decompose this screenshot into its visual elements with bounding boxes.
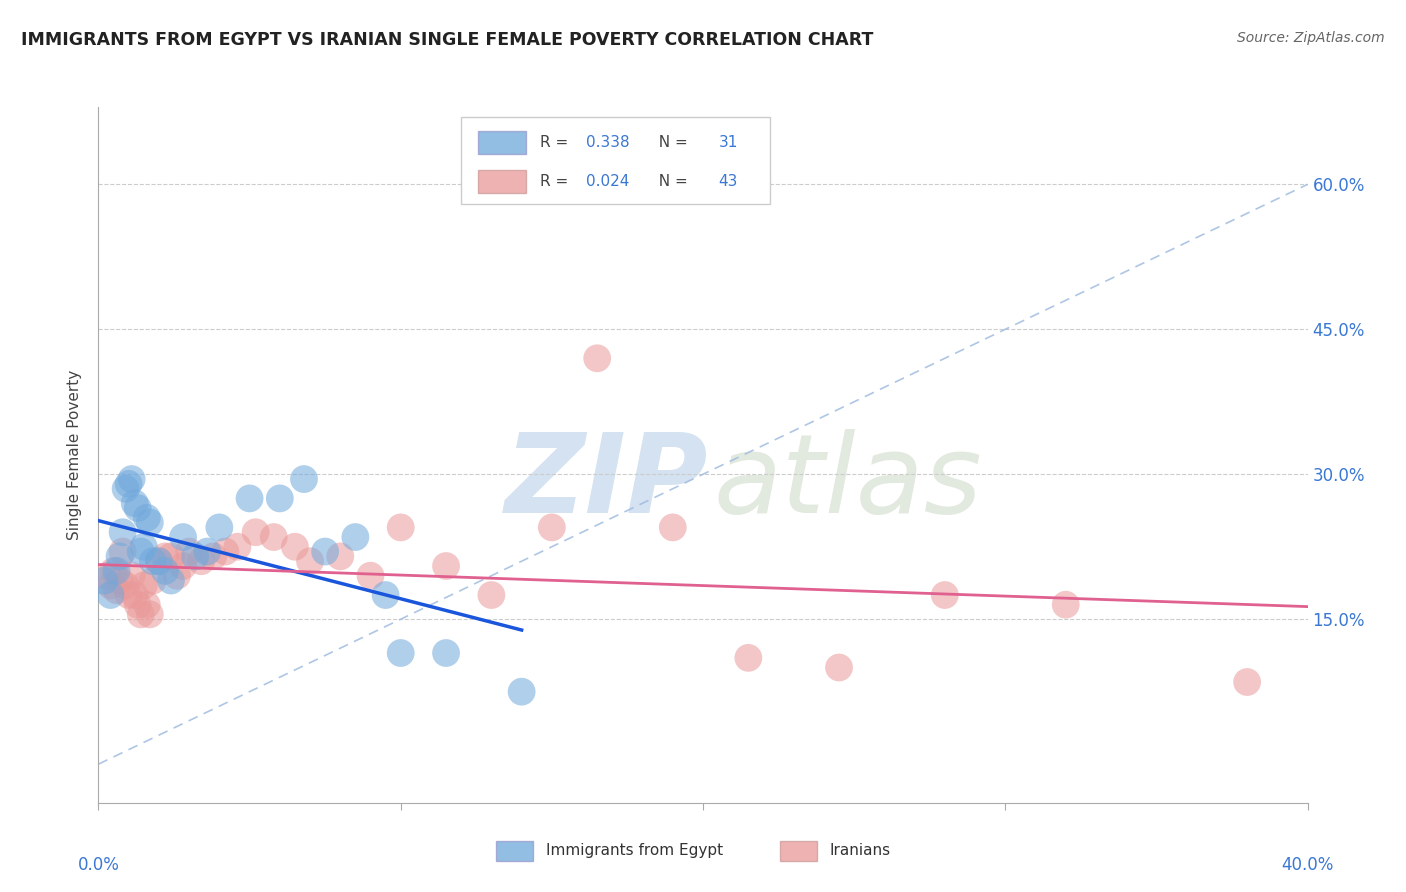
- Y-axis label: Single Female Poverty: Single Female Poverty: [67, 370, 83, 540]
- Point: [1054, 598, 1077, 612]
- Point: [114, 482, 136, 496]
- Point: [121, 568, 143, 582]
- Text: atlas: atlas: [714, 429, 983, 536]
- FancyBboxPatch shape: [496, 841, 533, 861]
- Point: [292, 472, 315, 486]
- Point: [202, 549, 225, 564]
- Point: [510, 684, 533, 698]
- Point: [127, 501, 149, 516]
- Point: [96, 568, 118, 582]
- Text: ZIP: ZIP: [505, 429, 709, 536]
- Point: [434, 559, 457, 574]
- Point: [299, 554, 322, 568]
- Point: [93, 574, 115, 588]
- Point: [124, 496, 146, 510]
- Text: Immigrants from Egypt: Immigrants from Egypt: [546, 843, 723, 857]
- Point: [118, 477, 141, 491]
- Point: [434, 646, 457, 660]
- Text: 0.024: 0.024: [586, 174, 628, 189]
- Point: [214, 544, 236, 558]
- Text: IMMIGRANTS FROM EGYPT VS IRANIAN SINGLE FEMALE POVERTY CORRELATION CHART: IMMIGRANTS FROM EGYPT VS IRANIAN SINGLE …: [21, 31, 873, 49]
- FancyBboxPatch shape: [478, 169, 526, 194]
- Text: Iranians: Iranians: [830, 843, 891, 857]
- Point: [160, 549, 183, 564]
- Point: [184, 549, 207, 564]
- Point: [344, 530, 367, 544]
- Point: [132, 540, 155, 554]
- Text: Source: ZipAtlas.com: Source: ZipAtlas.com: [1237, 31, 1385, 45]
- Point: [828, 660, 851, 674]
- Text: 0.338: 0.338: [586, 135, 630, 150]
- Point: [360, 568, 382, 582]
- Point: [142, 574, 165, 588]
- Point: [108, 549, 131, 564]
- Point: [269, 491, 291, 506]
- Point: [139, 607, 162, 622]
- Point: [148, 554, 170, 568]
- Point: [105, 564, 128, 578]
- Point: [239, 491, 262, 506]
- Point: [127, 598, 149, 612]
- Point: [121, 472, 143, 486]
- Point: [124, 588, 146, 602]
- FancyBboxPatch shape: [461, 118, 769, 204]
- Text: 31: 31: [718, 135, 738, 150]
- Text: R =: R =: [540, 135, 572, 150]
- Point: [148, 554, 170, 568]
- Point: [172, 559, 194, 574]
- Point: [1236, 675, 1258, 690]
- Point: [172, 530, 194, 544]
- Point: [100, 588, 122, 602]
- Text: R =: R =: [540, 174, 572, 189]
- Point: [208, 520, 231, 534]
- Point: [111, 525, 134, 540]
- Point: [166, 568, 188, 582]
- FancyBboxPatch shape: [478, 131, 526, 154]
- Text: N =: N =: [648, 174, 692, 189]
- Point: [245, 525, 267, 540]
- Point: [153, 564, 176, 578]
- Point: [132, 578, 155, 592]
- Point: [135, 598, 157, 612]
- Point: [934, 588, 956, 602]
- Point: [100, 578, 122, 592]
- Point: [662, 520, 685, 534]
- Point: [389, 520, 412, 534]
- Point: [160, 574, 183, 588]
- Point: [142, 554, 165, 568]
- Point: [114, 578, 136, 592]
- Point: [284, 540, 307, 554]
- Point: [139, 516, 162, 530]
- Point: [179, 544, 201, 558]
- Text: N =: N =: [648, 135, 692, 150]
- Point: [190, 554, 212, 568]
- Point: [586, 351, 609, 366]
- Point: [263, 530, 285, 544]
- Point: [135, 510, 157, 524]
- Point: [737, 651, 759, 665]
- Point: [153, 549, 176, 564]
- FancyBboxPatch shape: [780, 841, 817, 861]
- Point: [195, 544, 218, 558]
- Text: 0.0%: 0.0%: [77, 856, 120, 874]
- Point: [108, 574, 131, 588]
- Text: 40.0%: 40.0%: [1281, 856, 1334, 874]
- Point: [129, 607, 152, 622]
- Point: [129, 544, 152, 558]
- Point: [540, 520, 562, 534]
- Text: 43: 43: [718, 174, 738, 189]
- Point: [103, 564, 125, 578]
- Point: [329, 549, 352, 564]
- Point: [481, 588, 503, 602]
- Point: [374, 588, 396, 602]
- Point: [105, 583, 128, 598]
- Point: [314, 544, 336, 558]
- Point: [389, 646, 412, 660]
- Point: [226, 540, 249, 554]
- Point: [118, 588, 141, 602]
- Point: [111, 544, 134, 558]
